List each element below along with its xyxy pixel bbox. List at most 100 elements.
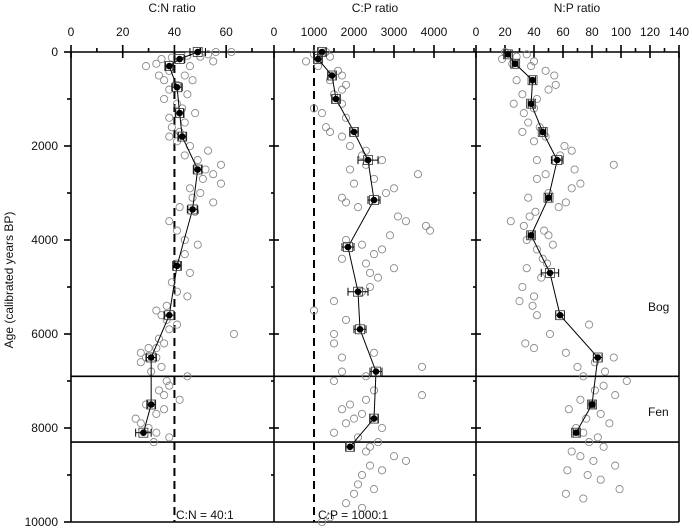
- data-point: [393, 212, 403, 221]
- data-point: [196, 188, 205, 198]
- data-point: [622, 376, 631, 386]
- data-point: [522, 264, 531, 273]
- mean-marker: [370, 196, 378, 204]
- data-point: [154, 386, 163, 395]
- mean-marker: [173, 83, 181, 91]
- mean-box: [545, 267, 555, 278]
- data-point: [585, 320, 594, 329]
- data-point: [518, 90, 527, 99]
- data-point: [172, 99, 182, 108]
- data-point: [341, 80, 351, 89]
- data-point: [329, 376, 339, 386]
- data-point: [149, 438, 158, 447]
- data-point: [361, 395, 371, 404]
- data-point: [525, 212, 534, 221]
- data-point: [561, 198, 570, 207]
- data-point: [585, 438, 594, 447]
- x-tick-label: 2000: [341, 25, 368, 39]
- data-point: [337, 71, 347, 80]
- data-point: [209, 170, 218, 179]
- data-point: [136, 348, 145, 357]
- mean-box: [526, 98, 536, 109]
- data-point: [365, 442, 375, 451]
- data-point: [216, 160, 226, 169]
- data-point: [579, 428, 588, 437]
- data-point: [567, 447, 576, 456]
- data-point: [389, 184, 399, 193]
- data-point: [518, 282, 527, 292]
- mean-marker: [364, 156, 372, 164]
- data-point: [165, 381, 174, 390]
- data-point: [341, 419, 351, 428]
- data-point: [531, 207, 540, 216]
- data-point: [152, 59, 161, 68]
- data-point: [180, 250, 189, 259]
- data-point: [165, 325, 174, 334]
- x-tick-label: 60: [556, 25, 570, 39]
- mean-marker: [147, 401, 155, 408]
- y-tick-label: 8000: [31, 421, 58, 435]
- x-tick-label: 120: [640, 25, 660, 39]
- data-point: [506, 217, 515, 226]
- data-point: [401, 217, 411, 226]
- mean-box: [363, 155, 373, 166]
- mean-box: [172, 82, 182, 93]
- data-point: [188, 193, 197, 202]
- x-tick-label: 0: [68, 25, 75, 39]
- mean-marker: [356, 326, 364, 333]
- y-tick-label: 0: [51, 45, 58, 59]
- mean-marker: [546, 269, 554, 277]
- mean-box: [146, 352, 157, 363]
- data-point: [325, 513, 335, 522]
- mean-box: [543, 192, 554, 203]
- data-point: [341, 113, 351, 122]
- mean-box: [164, 310, 175, 321]
- data-point: [532, 174, 541, 183]
- data-point: [361, 372, 371, 381]
- mean-box: [172, 260, 182, 271]
- data-point: [377, 156, 387, 165]
- data-point: [321, 123, 331, 132]
- data-point: [329, 339, 339, 348]
- data-point: [131, 414, 140, 423]
- data-point: [548, 240, 557, 249]
- data-point: [165, 217, 174, 226]
- data-point: [317, 517, 327, 527]
- data-point: [193, 156, 202, 165]
- data-point: [381, 188, 391, 198]
- x-tick-label: 40: [527, 25, 541, 39]
- data-point: [524, 193, 533, 202]
- mean-box: [537, 127, 548, 137]
- data-point: [421, 221, 431, 230]
- mean-box: [526, 230, 536, 241]
- reference-label-cn: C:N = 40:1: [176, 508, 234, 522]
- mean-box: [592, 352, 603, 363]
- data-point: [528, 301, 537, 310]
- data-point: [401, 456, 411, 465]
- panel-title-cp: C:P ratio: [352, 1, 399, 15]
- x-tick-label: 40: [168, 25, 182, 39]
- mean-marker: [176, 109, 183, 117]
- mean-box: [174, 108, 185, 118]
- x-tick-label: 100: [611, 25, 631, 39]
- mean-marker: [594, 354, 602, 361]
- x-tick-label: 20: [498, 25, 512, 39]
- data-point: [529, 137, 539, 146]
- data-point: [183, 292, 192, 301]
- mean-marker: [527, 232, 535, 239]
- data-point: [417, 391, 427, 400]
- mean-box: [510, 58, 521, 69]
- data-point: [165, 433, 174, 442]
- data-point: [599, 381, 608, 390]
- data-point: [567, 184, 576, 193]
- mean-marker: [147, 354, 155, 361]
- data-point: [152, 409, 161, 418]
- data-point: [180, 118, 189, 127]
- mean-marker: [189, 206, 196, 213]
- data-point: [532, 311, 541, 320]
- mean-box: [327, 70, 337, 81]
- data-point: [544, 85, 553, 94]
- data-point: [389, 264, 399, 273]
- data-point: [209, 57, 218, 66]
- data-point: [540, 226, 549, 235]
